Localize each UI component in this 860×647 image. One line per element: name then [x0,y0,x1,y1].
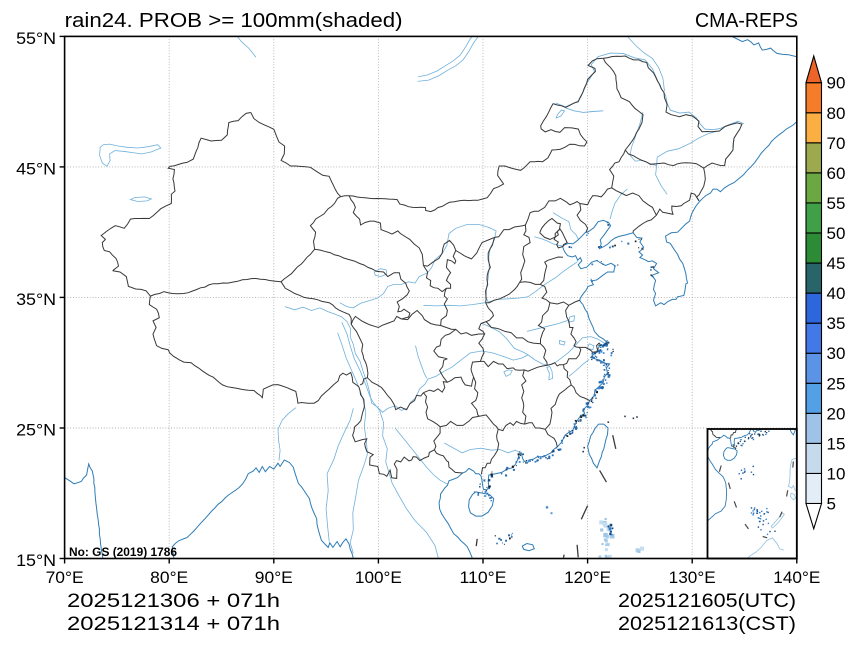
svg-text:No: GS (2019) 1786: No: GS (2019) 1786 [69,545,177,559]
svg-text:100°E: 100°E [355,568,402,587]
svg-text:90°E: 90°E [255,568,293,587]
svg-text:90: 90 [827,74,846,93]
svg-text:70°E: 70°E [46,568,84,587]
svg-text:70: 70 [827,134,846,153]
svg-text:2025121306 + 071h: 2025121306 + 071h [67,591,280,612]
svg-text:140°E: 140°E [773,568,820,587]
svg-text:80°E: 80°E [150,568,188,587]
svg-text:50: 50 [827,224,846,243]
svg-text:15: 15 [827,434,846,453]
svg-text:55: 55 [827,194,846,213]
svg-text:5: 5 [827,495,836,514]
svg-text:rain24. PROB >= 100mm(shaded): rain24. PROB >= 100mm(shaded) [65,10,403,32]
svg-text:45°N: 45°N [16,159,56,178]
svg-text:30: 30 [827,344,846,363]
svg-text:25°N: 25°N [16,421,56,440]
svg-text:CMA-REPS: CMA-REPS [695,10,798,32]
svg-text:2025121605(UTC): 2025121605(UTC) [618,591,796,612]
svg-text:2025121613(CST): 2025121613(CST) [618,614,796,635]
svg-text:120°E: 120°E [564,568,611,587]
svg-text:25: 25 [827,374,846,393]
svg-text:40: 40 [827,284,846,303]
svg-text:35: 35 [827,314,846,333]
svg-text:45: 45 [827,254,846,273]
svg-text:110°E: 110°E [460,568,507,587]
svg-text:80: 80 [827,104,846,123]
svg-text:55°N: 55°N [16,29,56,48]
svg-text:35°N: 35°N [16,290,56,309]
svg-text:130°E: 130°E [669,568,716,587]
svg-text:10: 10 [827,464,846,483]
svg-text:60: 60 [827,164,846,183]
svg-text:15°N: 15°N [16,551,56,570]
svg-text:20: 20 [827,404,846,423]
svg-text:2025121314 + 071h: 2025121314 + 071h [67,614,280,635]
